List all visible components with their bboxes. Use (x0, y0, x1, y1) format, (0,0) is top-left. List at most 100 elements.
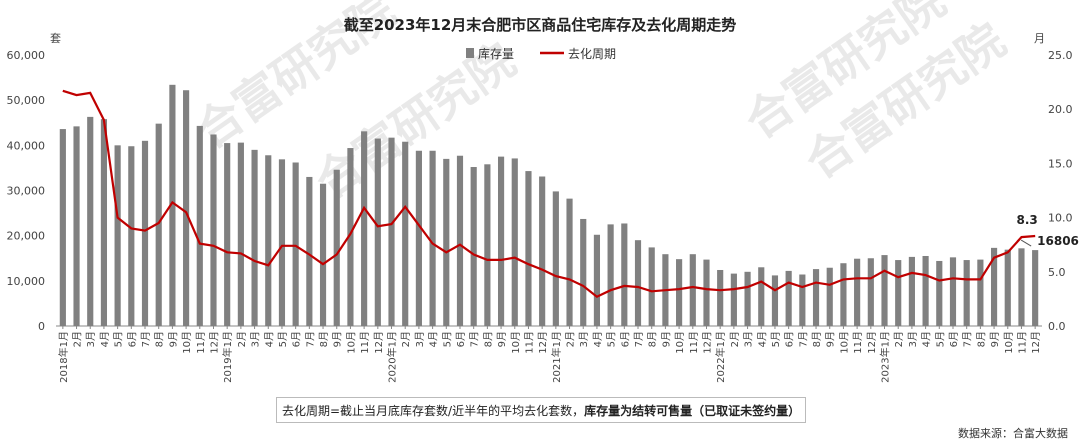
inventory-bar (1018, 248, 1025, 326)
inventory-bar (949, 257, 957, 326)
inventory-bar (470, 167, 477, 326)
x-tick-label: 7月 (469, 331, 481, 347)
inventory-bar (963, 260, 970, 326)
x-tick-label: 9月 (825, 331, 837, 347)
x-tick-label: 2月 (565, 331, 577, 347)
x-tick-label: 8月 (318, 331, 330, 347)
x-tick-label: 3月 (414, 331, 426, 347)
inventory-bar (169, 84, 176, 326)
inventory-bar (881, 255, 888, 326)
x-tick-label: 12月 (208, 331, 220, 354)
right-tick-label: 10.0 (1048, 212, 1073, 225)
inventory-bar (895, 260, 902, 326)
x-tick-label: 9月 (496, 331, 508, 347)
left-tick-label: 20,000 (7, 230, 46, 243)
inventory-bar (484, 164, 491, 326)
x-tick-label: 8月 (482, 331, 494, 347)
x-tick-label: 8月 (975, 331, 987, 347)
inventory-bar (634, 240, 642, 326)
note-box (276, 397, 806, 423)
x-tick-label: 4月 (99, 331, 111, 347)
legend-bar-swatch (466, 48, 474, 58)
inventory-bar (977, 259, 984, 326)
inventory-bar (525, 171, 532, 326)
x-tick-label: 2019年1月 (221, 331, 234, 383)
inventory-bar (799, 274, 806, 326)
x-tick-label: 9月 (660, 331, 672, 347)
x-tick-label: 11月 (523, 331, 535, 354)
x-tick-label: 11月 (359, 331, 371, 354)
left-unit-label: 套 (50, 32, 61, 45)
left-tick-label: 40,000 (7, 139, 46, 152)
x-tick-label: 12月 (701, 331, 713, 354)
left-axis-ticks: 0 10,000 20,000 30,000 40,000 50,000 60,000 (7, 49, 46, 333)
annotation-leader (1020, 239, 1032, 247)
x-tick-label: 7月 (633, 331, 645, 347)
inventory-bar (936, 260, 943, 326)
inventory-bar (415, 150, 422, 326)
inventory-bar (402, 141, 409, 326)
x-tick-label: 5月 (441, 331, 453, 347)
right-unit-label: 月 (1034, 32, 1045, 45)
x-tick-label: 3月 (578, 331, 590, 347)
x-tick-label: 10月 (674, 331, 686, 354)
inventory-bar (306, 176, 313, 326)
x-tick-label: 2023年1月 (879, 331, 892, 383)
right-tick-label: 20.0 (1048, 103, 1073, 116)
x-tick-label: 10月 (181, 331, 193, 354)
inventory-bar (771, 275, 779, 326)
left-tick-label: 30,000 (7, 185, 46, 198)
x-tick-label: 5月 (113, 331, 125, 347)
x-tick-label: 10月 (838, 331, 850, 354)
x-tick-label: 4月 (921, 331, 933, 347)
x-tick-label: 2月 (893, 331, 905, 347)
x-tick-label: 7月 (797, 331, 809, 347)
left-tick-label: 60,000 (7, 49, 46, 62)
x-tick-label: 5月 (934, 331, 946, 347)
inventory-bar (347, 148, 354, 326)
x-tick-label: 3月 (250, 331, 262, 347)
x-tick-label: 5月 (606, 331, 618, 347)
inventory-bar (278, 159, 286, 326)
inventory-bar (1004, 249, 1011, 326)
x-tick-label: 11月 (195, 331, 207, 354)
x-tick-label: 2月 (72, 331, 84, 347)
x-tick-label: 12月 (866, 331, 878, 354)
x-tick-label: 2月 (400, 331, 412, 347)
inventory-bar (141, 140, 149, 326)
x-tick-label: 3月 (907, 331, 919, 347)
x-tick-label: 10月 (345, 331, 357, 354)
right-tick-label: 25.0 (1048, 49, 1073, 62)
data-source: 数据来源：合富大数据 (958, 427, 1068, 440)
inventory-bar (607, 224, 614, 326)
legend: 库存量 去化周期 (466, 46, 616, 61)
inventory-bar (689, 254, 696, 326)
x-tick-label: 9月 (989, 331, 1001, 347)
inventory-bar (237, 142, 244, 326)
x-tick-label: 8月 (647, 331, 659, 347)
left-tick-label: 0 (38, 320, 45, 333)
inventory-bar (319, 183, 327, 326)
chart-title: 截至2023年12月末合肥市区商品住宅库存及去化周期走势 (344, 16, 737, 34)
inventory-bar (224, 143, 231, 326)
inventory-bar (703, 259, 710, 326)
cycle-line (62, 89, 1036, 298)
x-tick-label: 8月 (811, 331, 823, 347)
x-tick-label: 6月 (784, 331, 796, 347)
x-tick-label: 11月 (688, 331, 700, 354)
inventory-bar (429, 150, 436, 326)
x-tick-label: 7月 (304, 331, 316, 347)
inventory-bar (580, 218, 587, 326)
inventory-bar (251, 149, 258, 326)
right-tick-label: 15.0 (1048, 157, 1073, 170)
inventory-bar (511, 158, 518, 326)
x-tick-label: 5月 (770, 331, 782, 347)
inventory-bar (196, 125, 203, 326)
inventory-bar (333, 169, 340, 326)
inventory-bar (717, 269, 724, 326)
x-tick-label: 7月 (962, 331, 974, 347)
inventory-bar (990, 247, 998, 326)
x-tick-label: 2月 (236, 331, 248, 347)
inventory-bar (648, 247, 655, 326)
